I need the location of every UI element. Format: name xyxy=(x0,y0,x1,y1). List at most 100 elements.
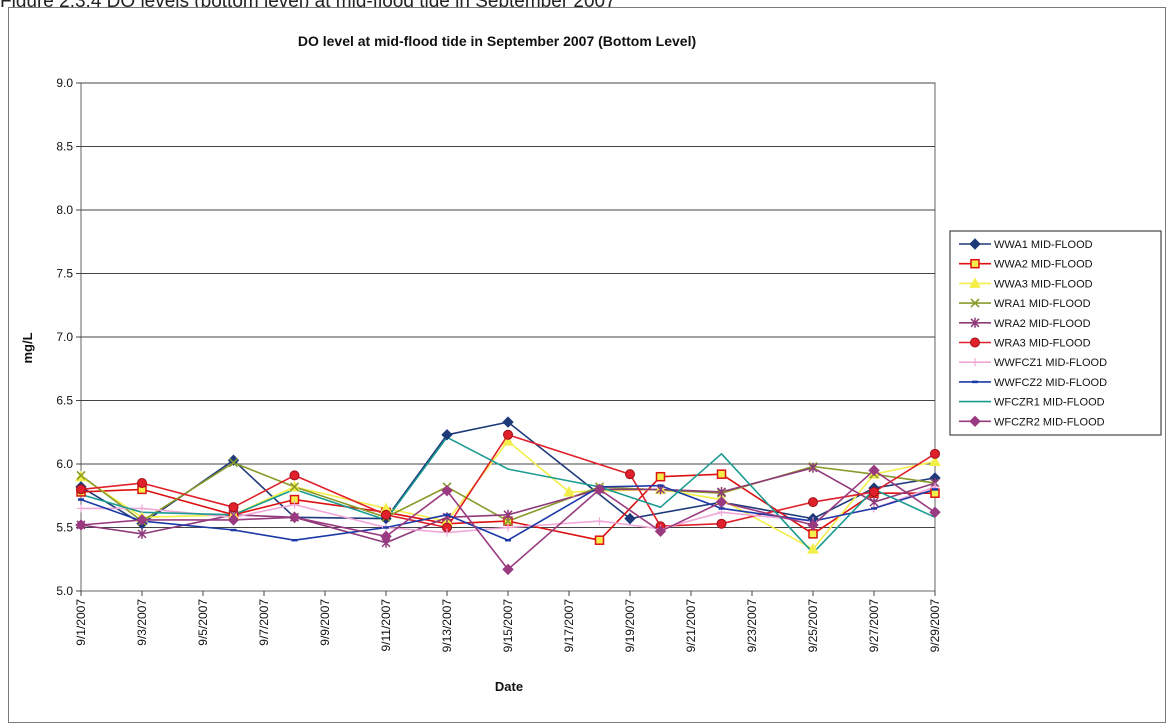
legend-label: WWFCZ1 MID-FLOOD xyxy=(994,357,1107,369)
chart-frame: DO level at mid-flood tide in September … xyxy=(8,7,1166,723)
legend-entry: WFCZR1 MID-FLOOD xyxy=(959,397,1105,409)
x-tick-label: 9/3/2007 xyxy=(135,599,149,646)
legend-label: WWA3 MID-FLOOD xyxy=(994,278,1093,290)
data-point xyxy=(716,469,727,479)
x-tick-label: 9/19/2007 xyxy=(623,599,637,653)
data-point xyxy=(136,514,148,526)
x-tick-label: 9/1/2007 xyxy=(74,599,88,646)
data-point xyxy=(808,529,818,539)
data-point xyxy=(655,471,666,482)
data-point xyxy=(441,484,453,497)
series-line xyxy=(80,421,936,525)
legend-entry: WRA2 MID-FLOOD xyxy=(959,318,1091,330)
data-point xyxy=(594,535,605,545)
legend-label: WRA1 MID-FLOOD xyxy=(994,298,1091,310)
legend-marker xyxy=(969,238,981,250)
legend-entry: WRA1 MID-FLOOD xyxy=(959,298,1091,310)
data-point xyxy=(289,470,300,481)
x-tick-label: 9/7/2007 xyxy=(257,599,271,646)
x-axis-label: Date xyxy=(495,679,523,694)
chart-title: DO level at mid-flood tide in September … xyxy=(298,33,696,49)
data-point xyxy=(563,485,575,497)
data-point xyxy=(929,455,941,466)
legend-label: WFCZR2 MID-FLOOD xyxy=(994,416,1105,428)
y-tick-label: 5.5 xyxy=(56,521,73,535)
data-point xyxy=(227,514,240,526)
y-axis-ticks: 5.0 5.5 6.0 6.5 7.0 7.5 8.0 8.5 9.0 xyxy=(56,76,81,598)
do-level-chart: DO level at mid-flood tide in September … xyxy=(20,33,1162,694)
legend-marker xyxy=(970,337,980,348)
legend-label: WFCZR1 MID-FLOOD xyxy=(994,397,1105,409)
data-point xyxy=(868,464,880,477)
series-markers xyxy=(75,416,941,576)
x-tick-label: 9/17/2007 xyxy=(562,599,576,653)
data-point xyxy=(288,511,301,524)
x-tick-label: 9/13/2007 xyxy=(440,599,454,653)
data-point xyxy=(624,512,636,525)
legend-entry: WWA1 MID-FLOOD xyxy=(959,238,1093,251)
x-tick-label: 9/5/2007 xyxy=(196,599,210,646)
legend-marker xyxy=(969,415,981,428)
data-point xyxy=(625,469,635,480)
data-point xyxy=(76,470,86,480)
x-tick-label: 9/27/2007 xyxy=(867,599,881,653)
legend-entry: WWA3 MID-FLOOD xyxy=(959,277,1093,290)
data-point xyxy=(443,528,451,537)
legend-marker xyxy=(970,298,980,308)
data-point xyxy=(380,530,392,543)
legend-items: WWA1 MID-FLOOD WWA2 MID-FLOOD WWA3 MID-FLO… xyxy=(959,238,1107,428)
x-tick-label: 9/21/2007 xyxy=(684,599,698,653)
data-point xyxy=(869,486,879,497)
data-point xyxy=(228,502,239,513)
x-tick-label: 9/15/2007 xyxy=(501,599,515,653)
data-point xyxy=(504,523,512,532)
x-tick-label: 9/25/2007 xyxy=(806,599,820,653)
data-point xyxy=(716,486,727,497)
data-point xyxy=(502,563,514,576)
y-tick-label: 5.0 xyxy=(56,584,73,598)
y-tick-label: 9.0 xyxy=(56,76,73,90)
x-tick-label: 9/11/2007 xyxy=(379,599,393,652)
data-point xyxy=(808,497,818,508)
legend-entry: WFCZR2 MID-FLOOD xyxy=(959,415,1105,428)
x-axis-ticks: 9/1/2007 9/3/2007 9/5/2007 9/7/2007 9/9/2007… xyxy=(74,591,942,652)
data-point xyxy=(654,525,667,538)
legend-marker xyxy=(971,358,979,367)
data-point xyxy=(929,506,941,518)
legend-label: WRA2 MID-FLOOD xyxy=(994,318,1091,330)
legend-entry: WWFCZ1 MID-FLOOD xyxy=(959,357,1107,369)
data-point xyxy=(228,458,239,468)
data-point xyxy=(502,416,514,428)
legend-marker xyxy=(970,258,980,269)
data-point xyxy=(289,482,300,492)
x-tick-label: 9/29/2007 xyxy=(928,599,942,653)
data-point xyxy=(807,543,819,554)
data-point xyxy=(502,435,514,446)
legend-entry: WRA3 MID-FLOOD xyxy=(959,337,1091,350)
legend-entry: WWFCZ2 MID-FLOOD xyxy=(959,377,1107,389)
legend-entry: WWA2 MID-FLOOD xyxy=(959,259,1093,271)
legend-marker xyxy=(970,317,980,328)
data-point xyxy=(75,519,87,531)
data-point xyxy=(503,509,513,520)
data-point xyxy=(137,478,147,489)
data-point xyxy=(138,504,146,513)
gridlines xyxy=(81,82,935,528)
legend-label: WWFCZ2 MID-FLOOD xyxy=(994,377,1107,389)
data-point xyxy=(137,528,147,539)
data-point xyxy=(503,429,513,440)
data-point xyxy=(77,504,85,513)
y-tick-label: 7.0 xyxy=(56,330,73,344)
data-point xyxy=(715,496,728,508)
data-point xyxy=(290,500,299,509)
legend-marker xyxy=(969,277,981,288)
y-tick-label: 8.5 xyxy=(56,140,73,154)
y-axis-label: mg/L xyxy=(20,332,35,363)
legend-label: WWA2 MID-FLOOD xyxy=(994,259,1093,271)
data-point xyxy=(381,509,391,520)
x-tick-label: 9/9/2007 xyxy=(318,599,332,646)
x-tick-label: 9/23/2007 xyxy=(745,599,759,653)
data-point xyxy=(441,429,453,441)
legend-label: WRA3 MID-FLOOD xyxy=(994,338,1091,350)
data-point xyxy=(593,483,606,496)
